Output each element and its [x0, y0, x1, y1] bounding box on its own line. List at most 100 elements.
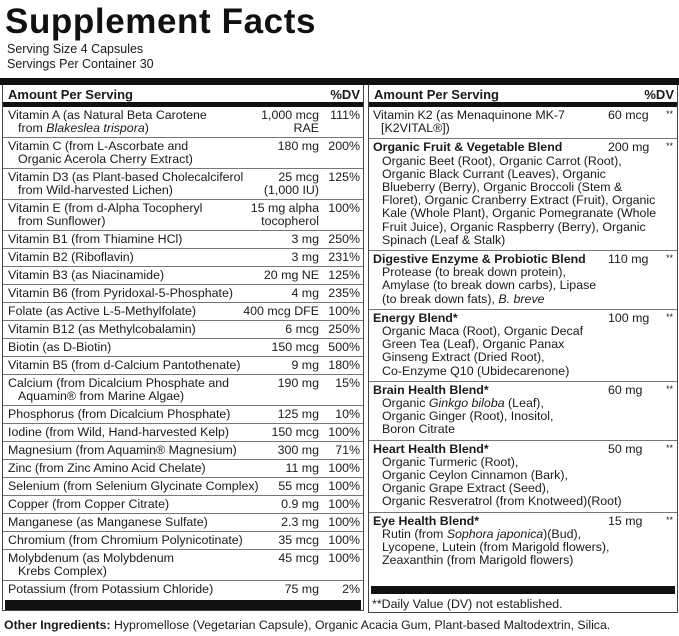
nutrient-row: Vitamin A (as Natural Beta Carotene from … — [3, 107, 363, 138]
amount-line: RAE — [293, 121, 319, 135]
blend-ingredients-line: Lycopene, Lutein (from Marigold flowers)… — [382, 540, 610, 555]
amount-line: 180 mg — [277, 139, 319, 153]
left-rows: Vitamin A (as Natural Beta Carotene from … — [3, 107, 363, 598]
nutrient-name: Selenium (from Selenium Glycinate Comple… — [3, 480, 266, 493]
blend-ingredients-line: Protease (to break down protein), — [382, 265, 566, 280]
nutrient-row: Vitamin B6 (from Pyridoxal-5-Phosphate) 4… — [3, 285, 363, 303]
blend-ingredients-line: Fruit Juice), Organic Raspberry (Berry),… — [382, 219, 646, 234]
nutrient-row: Iodine (from Wild, Hand-harvested Kelp) 1… — [3, 424, 363, 442]
nutrient-amount: 125 mg — [278, 408, 319, 421]
nutrient-dv: 100% — [328, 461, 360, 475]
blend-ingredients: Protease (to break down protein), Amylase… — [369, 266, 677, 306]
amount-line: (1,000 IU) — [263, 183, 319, 197]
blend-row: Brain Health Blend* Organic Ginkgo biloba… — [369, 382, 677, 441]
nutrient-amount: 20 mg NE — [264, 269, 319, 282]
nutrient-row: Magnesium (from Aquamin® Magnesium) 300 m… — [3, 442, 363, 460]
nutrient-row: Vitamin B5 (from d-Calcium Pantothenate)… — [3, 357, 363, 375]
blend-ingredients-line: Organic Turmeric (Root), — [382, 454, 519, 469]
nutrient-row: Vitamin E (from d-Alpha Tocopheryl from S… — [3, 200, 363, 231]
blend-name-line: Brain Health Blend* — [373, 382, 489, 397]
blend-row: Organic Fruit & Vegetable Blend Organic B… — [369, 139, 677, 252]
nutrient-name-line: Biotin (as D-Biotin) — [8, 340, 112, 354]
nutrient-row: Vitamin B3 (as Niacinamide) 20 mg NE 125% — [3, 267, 363, 285]
blend-amount: 110 mg — [608, 252, 649, 267]
nutrient-amount: 300 mg — [278, 444, 319, 457]
amount-line: 400 mcg DFE — [243, 304, 319, 318]
amount-line: 3 mg — [291, 232, 319, 246]
nutrient-dv: 100% — [328, 201, 360, 215]
nutrient-dv: 2% — [342, 582, 360, 596]
nutrient-name-line: Vitamin B5 (from d-Calcium Pantothenate) — [8, 358, 241, 372]
nutrient-name-line: from Sunflower) — [18, 214, 106, 228]
nutrient-name-line: Folate (as Active L-5-Methylfolate) — [8, 304, 197, 318]
nutrient-name-line: Vitamin B12 (as Methylcobalamin) — [8, 322, 196, 336]
blend-amount: 50 mg — [608, 441, 643, 456]
nutrient-dv: 100% — [328, 497, 360, 511]
blend-ingredients-line: Organic Maca (Root), Organic Decaf — [382, 324, 584, 339]
blend-row: Heart Health Blend* Organic Turmeric (Roo… — [369, 441, 677, 513]
blend-ingredients-line: Boron Citrate — [382, 422, 456, 437]
nutrient-dv: 100% — [328, 425, 360, 439]
nutrient-name-line: Vitamin B2 (Riboflavin) — [8, 250, 134, 264]
nutrient-row: Calcium (from Dicalcium Phosphate and Aqu… — [3, 375, 363, 406]
nutrient-name: Vitamin B3 (as Niacinamide) — [3, 269, 266, 282]
nutrient-name: Manganese (as Manganese Sulfate) — [3, 516, 266, 529]
amount-line: 15 mg alpha — [250, 201, 319, 215]
nutrient-name-line: Krebs Complex) — [18, 564, 107, 578]
nutrient-amount: 11 mg — [285, 462, 319, 475]
nutrient-name-line: from Wild-harvested Lichen) — [18, 183, 173, 197]
nutrient-dv: 111% — [330, 108, 360, 122]
nutrient-name-line: Vitamin D3 (as Plant-based Cholecalcifer… — [8, 170, 244, 184]
left-bottom-bar — [5, 600, 361, 610]
amount-line: 1,000 mcg — [261, 108, 319, 122]
blend-dv: ** — [665, 141, 673, 152]
amount-line: 55 mcg — [278, 479, 319, 493]
nutrient-name: Zinc (from Zinc Amino Acid Chelate) — [3, 462, 266, 475]
nutrient-dv: 15% — [335, 376, 360, 390]
amount-line: 2.3 mg — [281, 515, 319, 529]
blend-ingredients-line: Organic Ginkgo biloba (Leaf), — [382, 396, 544, 411]
blend-name-line: Heart Health Blend* — [373, 441, 489, 456]
amount-per-serving-header: Amount Per Serving — [374, 87, 499, 102]
blend-ingredients-line: Organic Black Currant (Leaves), Organic — [382, 166, 606, 181]
blend-name-line: Vitamin K2 (as Menaquinone MK-7 — [373, 108, 565, 122]
nutrient-row: Vitamin D3 (as Plant-based Cholecalcifer… — [3, 169, 363, 200]
blend-row: Digestive Enzyme & Probiotic Blend Protea… — [369, 251, 677, 310]
nutrient-dv: 100% — [328, 533, 360, 547]
dv-header: %DV — [644, 87, 674, 102]
nutrient-name-line: Vitamin B3 (as Niacinamide) — [8, 268, 165, 282]
nutrient-name: Vitamin C (from L-Ascorbate and Organic A… — [3, 140, 266, 166]
blend-name: Heart Health Blend* — [369, 441, 598, 456]
blend-row: Vitamin K2 (as Menaquinone MK-7 [K2VITAL®… — [369, 107, 677, 140]
nutrient-row: Manganese (as Manganese Sulfate) 2.3 mg 10… — [3, 514, 363, 532]
nutrient-dv: 231% — [328, 250, 360, 264]
blend-ingredients: Organic Ginkgo biloba (Leaf), Organic Gin… — [369, 396, 677, 437]
blend-ingredients-line: Amylase (to break down carbs), Lipase — [382, 278, 597, 293]
blend-dv: ** — [665, 109, 673, 119]
blend-ingredients-line: Blueberry (Berry), Organic Broccoli (Ste… — [382, 180, 623, 195]
blend-amount: 200 mg — [608, 140, 650, 155]
amount-per-serving-header: Amount Per Serving — [8, 87, 133, 102]
blend-ingredients-line: Green Tea (Leaf), Organic Panax — [382, 337, 565, 352]
left-header-row: Amount Per Serving %DV — [3, 85, 363, 107]
amount-line: 150 mcg — [271, 425, 319, 439]
nutrient-name: Calcium (from Dicalcium Phosphate and Aqu… — [3, 377, 266, 403]
amount-line: 75 mg — [284, 582, 319, 596]
nutrient-amount: 0.9 mg — [281, 498, 319, 511]
nutrient-name-line: Manganese (as Manganese Sulfate) — [8, 515, 208, 529]
nutrient-name: Magnesium (from Aquamin® Magnesium) — [3, 444, 266, 457]
blend-dv: ** — [665, 253, 673, 264]
nutrient-name-line: Phosphorus (from Dicalcium Phosphate) — [8, 407, 231, 421]
nutrient-name: Vitamin B6 (from Pyridoxal-5-Phosphate) — [3, 287, 266, 300]
nutrient-amount: 4 mg — [291, 287, 319, 300]
nutrient-amount: 15 mg alpha tocopherol — [251, 202, 319, 228]
blend-name-line: [K2VITAL®]) — [381, 121, 450, 136]
blend-row: Eye Health Blend* Rutin (from Sophora jap… — [369, 513, 677, 571]
blend-name: Energy Blend* — [369, 311, 598, 325]
nutrient-amount: 6 mcg — [285, 323, 319, 336]
blend-ingredients-line: Ginseng Extract (Dried Root), — [382, 350, 545, 365]
blend-ingredients-line: Spinach (Leaf & Stalk) — [382, 232, 506, 247]
nutrient-name: Folate (as Active L-5-Methylfolate) — [3, 305, 266, 318]
nutrient-amount: 150 mcg — [271, 341, 319, 354]
nutrient-row: Vitamin C (from L-Ascorbate and Organic A… — [3, 138, 363, 169]
